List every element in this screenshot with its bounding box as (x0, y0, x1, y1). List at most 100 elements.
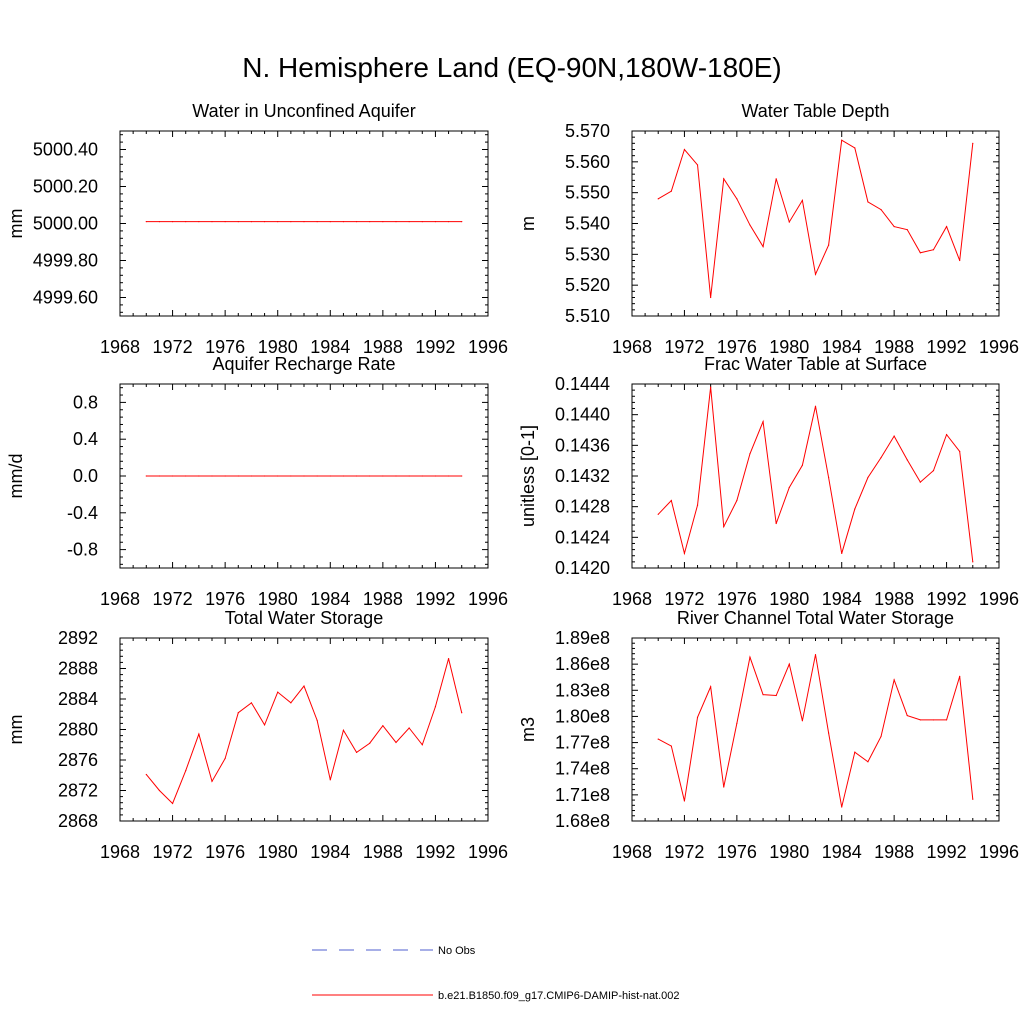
y-axis-label: mm (6, 209, 26, 239)
data-point (670, 499, 672, 502)
x-tick-label: 1992 (927, 589, 967, 609)
y-axis-label: m (518, 216, 538, 231)
data-point (972, 142, 974, 144)
data-point (382, 725, 384, 727)
data-point (342, 221, 345, 223)
x-tick-label: 1972 (153, 842, 193, 862)
data-point (683, 552, 686, 555)
data-point (710, 296, 712, 299)
x-tick-label: 1988 (363, 842, 403, 862)
y-tick-label: 5.560 (565, 152, 610, 172)
y-tick-label: 1.71e8 (555, 785, 610, 805)
data-point (828, 476, 830, 479)
data-point (461, 475, 463, 477)
x-tick-label: 1988 (874, 337, 914, 357)
y-tick-label: 0.1440 (555, 405, 610, 425)
x-tick-label: 1996 (979, 337, 1019, 357)
series-line (657, 654, 974, 808)
data-point (775, 178, 777, 180)
y-tick-label: 1.68e8 (555, 811, 610, 831)
x-tick-label: 1996 (979, 589, 1019, 609)
x-tick-label: 1976 (205, 337, 245, 357)
data-point (342, 729, 345, 731)
data-point (395, 221, 397, 223)
data-point (355, 221, 358, 223)
x-tick-label: 1996 (468, 337, 508, 357)
panel-2: Water Table Depth m 1968 1972 1976 1980 1984 19… (518, 101, 1019, 357)
y-tick-label: 5.550 (565, 183, 610, 203)
y-tick-label: 2876 (58, 750, 98, 770)
data-point (382, 221, 384, 223)
y-tick-label: 0.1444 (555, 374, 610, 394)
y-tick-label: 2888 (58, 659, 98, 679)
x-tick-label: 1980 (769, 337, 809, 357)
data-point (762, 420, 764, 423)
data-point (801, 720, 803, 722)
data-point (841, 552, 843, 555)
data-point (224, 221, 226, 223)
x-tick-label: 1980 (258, 842, 298, 862)
y-tick-label: 5.540 (565, 214, 610, 234)
data-point (932, 249, 935, 251)
figure-title: N. Hemisphere Land (EQ-90N,180W-180E) (242, 52, 782, 83)
data-point (657, 738, 659, 740)
y-tick-label: 0.0 (73, 466, 98, 486)
data-point (696, 716, 699, 718)
data-point (185, 770, 187, 772)
data-point (723, 526, 725, 528)
data-point (814, 653, 817, 656)
data-point (749, 656, 751, 658)
y-tick-label: 2872 (58, 781, 98, 801)
data-point (434, 706, 437, 708)
data-point (736, 198, 738, 200)
data-point (854, 751, 856, 753)
data-point (814, 405, 817, 407)
y-tick-label: 0.1432 (555, 466, 610, 486)
data-point (171, 221, 174, 223)
data-point (854, 508, 856, 510)
y-tick-label: 1.86e8 (555, 654, 610, 674)
data-point (762, 246, 764, 248)
data-point (224, 757, 226, 760)
data-point (158, 475, 161, 477)
data-point (657, 198, 659, 200)
panel-3: Aquifer Recharge Rate mm/d 1968 1972 1976 198… (6, 354, 508, 609)
data-point (828, 732, 830, 734)
data-point (421, 221, 423, 223)
data-point (893, 679, 895, 681)
y-tick-label: 4999.80 (33, 251, 98, 271)
legend-label-2: b.e21.B1850.f09_g17.CMIP6-DAMIP-hist-nat… (438, 990, 680, 1002)
y-tick-label: 1.77e8 (555, 733, 610, 753)
data-point (211, 475, 213, 477)
data-point (211, 221, 213, 223)
data-point (972, 561, 974, 563)
data-point (303, 475, 305, 477)
data-point (171, 475, 174, 477)
x-tick-label: 1988 (363, 337, 403, 357)
data-point (959, 675, 961, 677)
data-point (316, 475, 318, 477)
x-tick-label: 1988 (874, 589, 914, 609)
data-point (263, 475, 266, 477)
data-point (277, 475, 279, 477)
x-tick-label: 1972 (664, 589, 704, 609)
y-tick-label: -0.8 (67, 540, 98, 560)
x-tick-label: 1992 (927, 337, 967, 357)
y-tick-label: 0.4 (73, 429, 98, 449)
data-point (683, 800, 686, 802)
x-tick-label: 1972 (664, 337, 704, 357)
series-line (657, 387, 974, 562)
panel-title: Water Table Depth (741, 101, 889, 121)
data-point (316, 221, 318, 223)
data-point (290, 221, 292, 223)
data-point (670, 745, 672, 747)
x-tick-label: 1976 (205, 589, 245, 609)
data-point (788, 221, 790, 223)
x-tick-label: 1996 (468, 589, 508, 609)
y-tick-label: 0.1424 (555, 527, 610, 547)
x-tick-label: 1984 (310, 337, 350, 357)
y-axis-label: mm (6, 715, 26, 745)
data-point (841, 806, 843, 808)
y-tick-label: 1.89e8 (555, 628, 610, 648)
